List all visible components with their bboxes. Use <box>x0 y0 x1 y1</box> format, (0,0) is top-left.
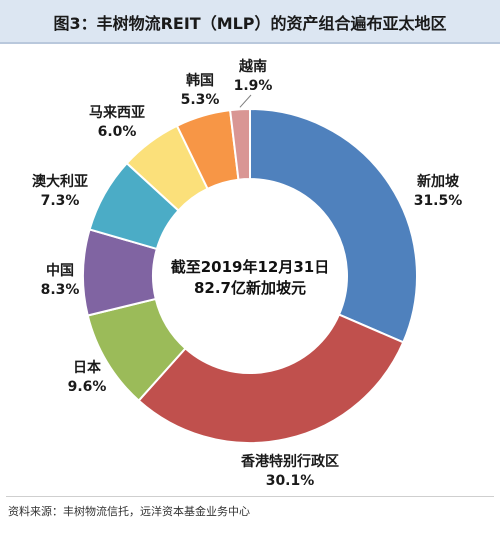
center-label-total: 82.7亿新加坡元 <box>194 279 306 297</box>
slice-value-label: 31.5% <box>414 193 463 209</box>
slice-value-label: 8.3% <box>41 282 80 298</box>
footer-divider <box>6 496 494 497</box>
slice-name-label: 中国 <box>46 262 74 279</box>
slice-name-label: 韩国 <box>186 72 214 89</box>
slice-value-label: 30.1% <box>266 473 315 489</box>
slice-7-越南 <box>228 107 251 181</box>
slice-value-label: 7.3% <box>41 193 80 209</box>
slice-value-label: 9.6% <box>68 379 107 395</box>
source-note: 资料来源：丰树物流信托，远洋资本基金业务中心 <box>8 505 250 518</box>
slice-name-label: 澳大利亚 <box>32 173 88 190</box>
slice-value-label: 1.9% <box>234 78 273 94</box>
leader-line-group <box>239 94 252 108</box>
slice-name-label: 越南 <box>238 58 267 75</box>
slice-value-label: 5.3% <box>181 92 220 108</box>
slice-name-label: 马来西亚 <box>89 105 145 121</box>
slice-name-label: 日本 <box>73 359 102 376</box>
slice-1-香港特别行政区 <box>137 313 405 444</box>
chart-title: 图3：丰树物流REIT（MLP）的资产组合遍布亚太地区 <box>53 14 447 33</box>
leader-line <box>239 94 252 108</box>
slice-name-label: 新加坡 <box>417 173 460 190</box>
slice-value-label: 6.0% <box>98 124 137 140</box>
slice-label-group: 新加坡 31.5% 香港特别行政区 30.1% 日本 9.6% 中国 8.3% 澳大利亚 7.3%… <box>32 58 462 489</box>
slice-group <box>82 107 418 444</box>
center-label-date: 截至2019年12月31日 <box>171 258 330 276</box>
slice-0-新加坡 <box>249 107 418 344</box>
title-bar: 图3：丰树物流REIT（MLP）的资产组合遍布亚太地区 <box>0 0 500 44</box>
slice-name-label: 香港特别行政区 <box>240 453 339 470</box>
